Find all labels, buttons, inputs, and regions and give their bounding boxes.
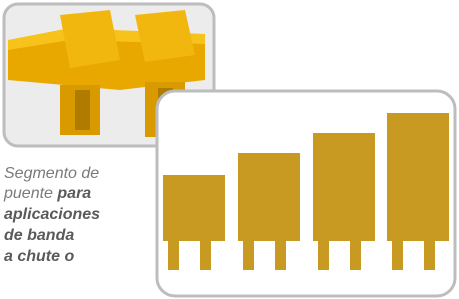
caption-line: a chute o xyxy=(4,247,74,267)
caption-bold: para xyxy=(57,185,91,202)
caption-line: Segmento de xyxy=(4,164,99,184)
page: Segmento de puente para aplicaciones de … xyxy=(0,0,459,299)
caption-bold: aplicaciones xyxy=(4,206,100,223)
caption-text: Segmento de xyxy=(4,165,99,182)
caption-line: de banda xyxy=(4,226,74,246)
caption-bold: a chute o xyxy=(4,248,74,265)
caption-bold: de banda xyxy=(4,227,74,244)
caption-line: aplicaciones xyxy=(4,205,100,225)
caption-line: puente para xyxy=(4,184,91,204)
caption-text: puente xyxy=(4,185,53,202)
